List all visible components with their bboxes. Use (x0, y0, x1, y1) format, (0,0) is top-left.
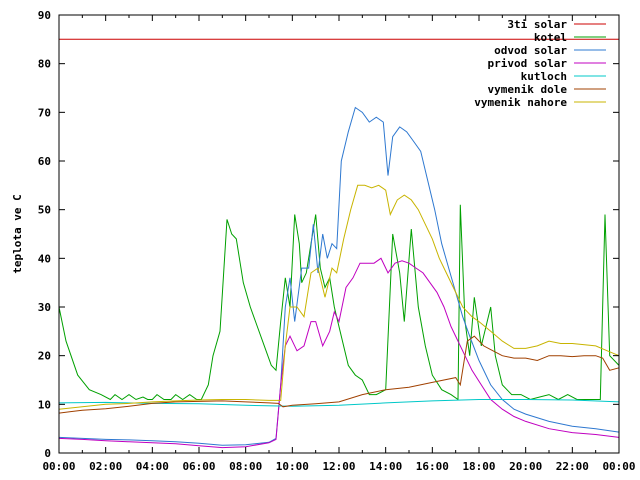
series-line-privod-solar (58, 257, 620, 449)
x-tick-label: 18:00 (462, 460, 495, 473)
x-tick-label: 02:00 (89, 460, 122, 473)
legend-label: 3ti solar (507, 18, 567, 31)
x-tick-label: 22:00 (556, 460, 589, 473)
x-tick-label: 16:00 (416, 460, 449, 473)
y-axis-label: teplota ve C (11, 194, 24, 273)
legend-label: kotel (534, 31, 567, 44)
legend-label: odvod solar (494, 44, 567, 57)
y-tick-label: 70 (38, 106, 51, 119)
y-tick-label: 40 (38, 252, 51, 265)
y-tick-label: 50 (38, 204, 51, 217)
legend-label: privod solar (488, 57, 568, 70)
series-line-vymenik-dole (58, 335, 620, 414)
x-tick-label: 06:00 (182, 460, 215, 473)
x-tick-label: 00:00 (602, 460, 635, 473)
y-tick-label: 90 (38, 9, 51, 22)
x-tick-label: 12:00 (322, 460, 355, 473)
x-tick-label: 20:00 (509, 460, 542, 473)
axis-ticks (58, 14, 620, 454)
series-line-odvod-solar (58, 106, 620, 446)
x-tick-label: 08:00 (229, 460, 262, 473)
y-tick-label: 10 (38, 398, 51, 411)
y-tick-label: 20 (38, 350, 51, 363)
legend-label: kutloch (521, 70, 567, 83)
series-line-vymenik-nahore (58, 184, 620, 410)
series-line-kotel (58, 204, 620, 401)
axis-labels: 0 10 20 30 40 50 60 70 80 90 00:00 02:00 04:00 06:00 0… (38, 9, 636, 473)
x-tick-label: 14:00 (369, 460, 402, 473)
legend-label: vymenik nahore (474, 96, 567, 109)
x-tick-label: 04:00 (136, 460, 169, 473)
x-tick-label: 10:00 (276, 460, 309, 473)
y-tick-label: 60 (38, 155, 51, 168)
y-tick-label: 30 (38, 301, 51, 314)
y-tick-label: 0 (44, 447, 51, 460)
plot-lines (58, 38, 620, 449)
y-tick-label: 80 (38, 58, 51, 71)
legend-label: vymenik dole (488, 83, 568, 96)
x-tick-label: 00:00 (42, 460, 75, 473)
